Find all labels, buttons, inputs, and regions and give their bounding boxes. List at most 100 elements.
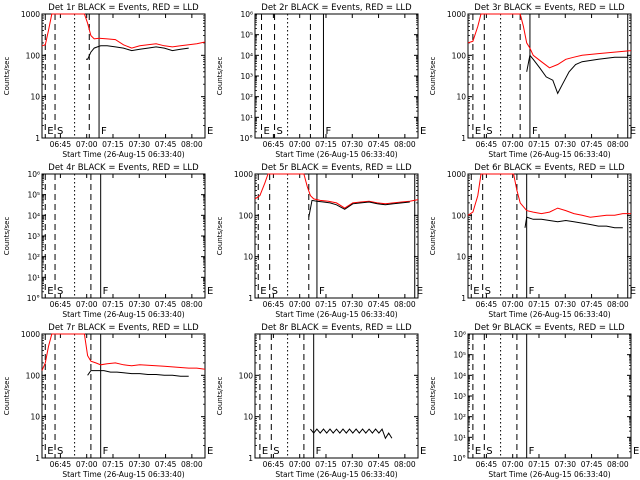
series-line [87, 370, 189, 377]
x-tick-label: 07:15 [102, 140, 124, 149]
event-marker-label: S [57, 446, 63, 457]
x-tick-label: 08:00 [181, 460, 203, 469]
x-tick-label: 07:15 [528, 140, 550, 149]
series-line [526, 54, 628, 95]
event-marker-label: E [420, 126, 426, 137]
x-tick-label: 07:30 [554, 140, 576, 149]
x-tick-label: 06:45 [50, 300, 72, 309]
x-axis-label: Start Time (26-Aug-15 06:33:40) [62, 310, 184, 319]
event-marker-label: E [630, 286, 636, 297]
detector-panel: Det 3r BLACK = Events, RED = LLD 1 10 100 10… [426, 0, 639, 160]
y-tick-label: 1000 [21, 10, 40, 19]
lightcurve-svg: Det 1r BLACK = Events, RED = LLD 1 10 100 10… [3, 3, 213, 159]
y-tick-label: 10° [453, 454, 467, 463]
y-tick-label: 10 [30, 93, 40, 102]
series-line [41, 13, 206, 49]
x-tick-label: 07:45 [581, 140, 603, 149]
y-tick-label: 10 [456, 253, 466, 262]
event-marker-label: F [319, 286, 325, 297]
detector-panel: Det 6r BLACK = Events, RED = LLD 1 10 100 10… [426, 160, 639, 320]
y-tick-label: 10³ [453, 392, 466, 401]
chart-title: Det 1r BLACK = Events, RED = LLD [48, 3, 199, 13]
x-tick-label: 07:00 [502, 460, 524, 469]
detector-panel: Det 7r BLACK = Events, RED = LLD 1 10 100 10… [0, 320, 213, 480]
series-line [254, 173, 419, 209]
event-marker-label: E [633, 446, 639, 457]
x-tick-label: 08:00 [607, 300, 629, 309]
x-tick-label: 08:00 [607, 140, 629, 149]
plot-frame [41, 333, 206, 459]
x-tick-label: 07:15 [315, 460, 337, 469]
x-tick-label: 07:30 [128, 460, 150, 469]
y-axis-label: Counts/sec [3, 57, 11, 96]
y-tick-label: 10³ [240, 72, 253, 81]
detector-panel: Det 5r BLACK = Events, RED = LLD 1 10 100 10… [213, 160, 426, 320]
y-tick-label: 1 [248, 454, 253, 463]
y-tick-label: 10¹ [27, 273, 40, 282]
x-tick-label: 06:45 [263, 140, 285, 149]
series-line [524, 216, 623, 229]
event-marker-label: E [475, 126, 481, 137]
y-axis-label: Counts/sec [216, 57, 224, 96]
plot-frame [467, 13, 632, 139]
x-tick-label: 08:00 [181, 300, 203, 309]
x-tick-label: 07:30 [341, 300, 363, 309]
y-tick-label: 1 [248, 294, 253, 303]
x-tick-label: 07:30 [341, 460, 363, 469]
y-tick-label: 10⁵ [240, 31, 253, 40]
y-tick-label: 10 [456, 93, 466, 102]
x-tick-label: 07:15 [528, 460, 550, 469]
x-tick-label: 07:45 [368, 460, 390, 469]
plot-frame [254, 173, 419, 299]
plot-frame [254, 13, 419, 139]
x-tick-label: 07:15 [315, 140, 337, 149]
lightcurve-svg: Det 3r BLACK = Events, RED = LLD 1 10 100 10… [429, 3, 636, 159]
chart-title: Det 9r BLACK = Events, RED = LLD [474, 323, 625, 333]
chart-title: Det 2r BLACK = Events, RED = LLD [261, 3, 412, 13]
x-tick-label: 08:00 [394, 460, 416, 469]
lightcurve-svg: Det 6r BLACK = Events, RED = LLD 1 10 100 10… [429, 163, 636, 319]
event-marker-label: E [207, 286, 213, 297]
y-tick-label: 100 [239, 371, 254, 380]
x-axis-label: Start Time (26-Aug-15 06:33:40) [488, 150, 610, 159]
event-marker-label: E [475, 446, 481, 457]
y-tick-label: 10⁵ [453, 351, 466, 360]
event-marker-label: S [272, 286, 278, 297]
x-tick-label: 07:00 [289, 140, 311, 149]
plot-frame [467, 333, 632, 459]
y-tick-label: 10⁶ [240, 10, 253, 19]
lightcurve-svg: Det 5r BLACK = Events, RED = LLD 1 10 100 10… [216, 163, 423, 319]
lightcurve-svg: Det 9r BLACK = Events, RED = LLD 10° 10¹ 10… [429, 323, 639, 479]
lightcurve-svg: Det 7r BLACK = Events, RED = LLD 1 10 100 10… [3, 323, 213, 479]
event-marker-label: S [57, 126, 63, 137]
event-marker-label: E [473, 286, 479, 297]
x-tick-label: 07:30 [128, 300, 150, 309]
x-tick-label: 07:00 [502, 300, 524, 309]
y-tick-label: 1000 [21, 330, 40, 339]
x-tick-label: 08:00 [394, 300, 416, 309]
chart-title: Det 6r BLACK = Events, RED = LLD [474, 163, 625, 173]
event-marker-label: E [47, 286, 53, 297]
y-tick-label: 10° [27, 294, 41, 303]
y-tick-label: 10² [27, 253, 40, 262]
x-axis-label: Start Time (26-Aug-15 06:33:40) [275, 310, 397, 319]
x-tick-label: 07:30 [128, 140, 150, 149]
chart-title: Det 4r BLACK = Events, RED = LLD [48, 163, 199, 173]
x-tick-label: 06:45 [50, 460, 72, 469]
y-axis-label: Counts/sec [3, 217, 11, 256]
event-marker-label: S [277, 126, 283, 137]
event-marker-label: E [47, 446, 53, 457]
y-tick-label: 100 [452, 211, 467, 220]
event-marker-label: F [325, 126, 331, 137]
y-tick-label: 1000 [447, 170, 466, 179]
y-tick-label: 10⁶ [27, 170, 40, 179]
x-tick-label: 08:00 [181, 140, 203, 149]
y-tick-label: 10⁴ [453, 371, 466, 380]
x-tick-label: 07:45 [155, 140, 177, 149]
plot-frame [467, 173, 632, 299]
x-tick-label: 07:45 [155, 460, 177, 469]
x-tick-label: 07:00 [502, 140, 524, 149]
event-marker-label: F [101, 126, 107, 137]
x-tick-label: 07:15 [528, 300, 550, 309]
